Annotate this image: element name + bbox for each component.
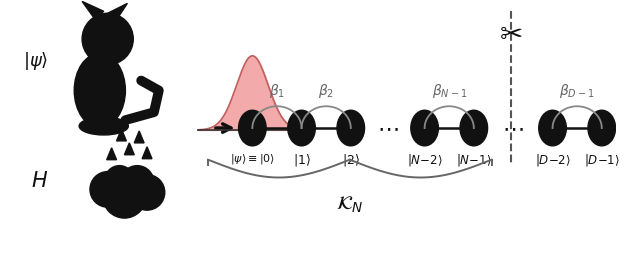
Polygon shape [142,147,152,159]
Ellipse shape [79,117,129,135]
Circle shape [120,166,154,199]
Polygon shape [107,148,117,160]
Ellipse shape [539,110,567,146]
Text: $H$: $H$ [31,171,48,191]
Circle shape [90,171,125,207]
Text: $\beta_2$: $\beta_2$ [318,82,334,100]
Text: $|D{-}2\rangle$: $|D{-}2\rangle$ [535,152,570,168]
Text: $\beta_{D-1}$: $\beta_{D-1}$ [559,82,595,100]
Ellipse shape [588,110,615,146]
Text: $|1\rangle$: $|1\rangle$ [293,152,311,168]
Text: $|\psi\rangle \equiv |0\rangle$: $|\psi\rangle \equiv |0\rangle$ [230,152,275,166]
Ellipse shape [238,110,266,146]
Text: $\cdots$: $\cdots$ [378,118,399,138]
Circle shape [82,13,134,65]
Circle shape [129,175,165,210]
Ellipse shape [74,53,125,128]
Text: $|D{-}1\rangle$: $|D{-}1\rangle$ [584,152,620,168]
Polygon shape [124,143,134,155]
Polygon shape [82,1,104,19]
Ellipse shape [460,110,487,146]
Text: $|N{-}2\rangle$: $|N{-}2\rangle$ [407,152,442,168]
Text: $\beta_{N-1}$: $\beta_{N-1}$ [432,82,467,100]
Ellipse shape [411,110,439,146]
Polygon shape [108,3,127,21]
Text: $\mathcal{K}_N$: $\mathcal{K}_N$ [336,194,364,215]
Polygon shape [134,131,144,143]
Text: $|2\rangle$: $|2\rangle$ [342,152,360,168]
Text: $|N{-}1\rangle$: $|N{-}1\rangle$ [456,152,492,168]
Ellipse shape [288,110,315,146]
Polygon shape [117,129,127,141]
Circle shape [105,166,134,195]
Text: $\cdots$: $\cdots$ [502,118,524,138]
Circle shape [103,175,146,218]
Text: $\beta_1$: $\beta_1$ [269,82,285,100]
Ellipse shape [337,110,364,146]
Text: $|\psi\rangle$: $|\psi\rangle$ [23,50,49,72]
Text: ✂: ✂ [500,21,523,49]
